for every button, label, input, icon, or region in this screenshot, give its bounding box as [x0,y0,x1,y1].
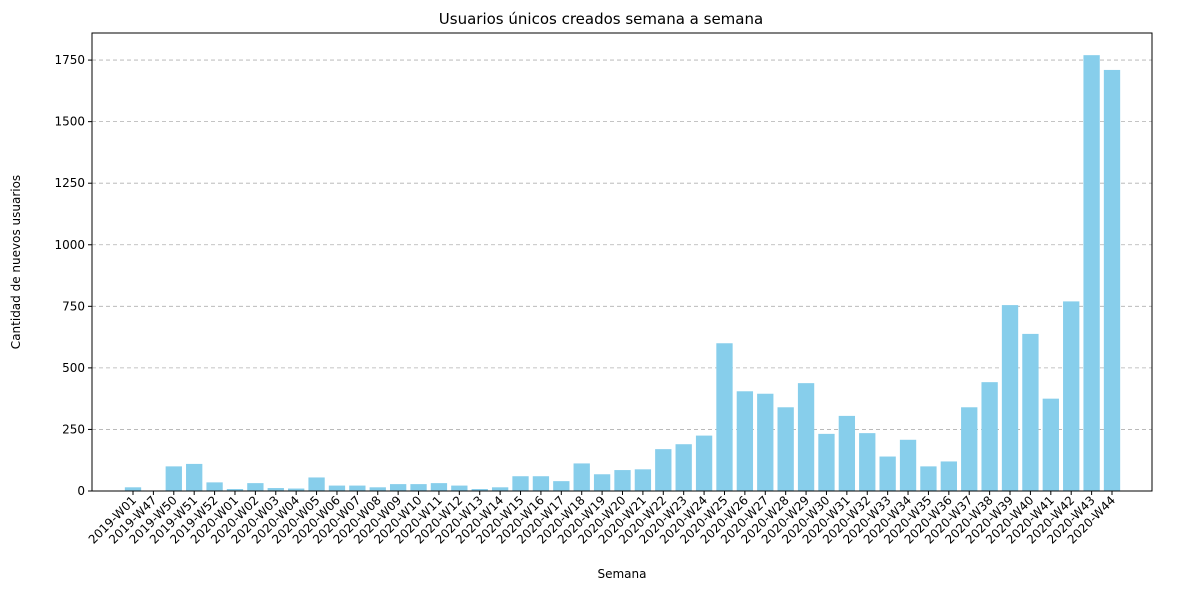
bar-2020-W20 [614,470,631,491]
bar-2020-W06 [328,485,346,491]
y-tick-label: 750 [62,299,85,313]
y-tick-label: 250 [62,422,85,436]
bar-2020-W25 [716,343,733,491]
bar-2020-W07 [349,485,366,491]
bar-2020-W27 [757,393,774,491]
x-axis-ticks: 2019-W012019-W472019-W502019-W512019-W52… [86,491,1118,547]
bar-2020-W37 [961,407,978,491]
bar-2020-W09 [389,484,407,491]
bar-2020-W30 [818,433,835,491]
bar-2020-W34 [899,439,917,491]
bar-2020-W28 [777,407,794,491]
bar-2020-W24 [695,435,713,491]
bar-2020-W17 [553,481,570,491]
bar-2020-W18 [573,463,590,491]
bar-2020-W15 [512,476,529,491]
bar-2020-W10 [410,484,427,491]
bar-2020-W29 [797,383,815,491]
bar-2020-W03 [267,488,284,491]
chart-title: Usuarios únicos creados semana a semana [439,10,763,28]
y-tick-label: 1500 [54,115,85,129]
bar-2020-W01 [226,489,244,491]
bar-2020-W32 [859,433,876,491]
y-tick-label: 500 [62,361,85,375]
y-tick-label: 1250 [54,176,85,190]
y-tick-label: 0 [77,484,85,498]
bar-2020-W02 [247,483,264,491]
bar-2020-W40 [1022,333,1039,491]
bar-2020-W42 [1063,301,1080,491]
bars [124,55,1121,492]
bar-2020-W35 [920,466,937,491]
bar-2019-W50 [165,466,182,491]
bar-2019-W51 [186,463,203,491]
bar-2020-W39 [1001,305,1019,491]
bar-2020-W22 [655,449,672,491]
bar-2020-W31 [838,415,856,491]
bar-2020-W36 [940,461,957,491]
bar-2019-W01 [124,487,142,491]
y-axis-ticks: 0 250 500 750 1000 1250 1500 1750 [54,53,92,498]
bar-2019-W52 [206,482,223,491]
bar-2020-W23 [675,444,692,491]
bar-2020-W21 [634,469,652,491]
bar-2020-W43 [1083,55,1100,492]
bar-2020-W41 [1042,398,1059,491]
gridlines [92,59,1152,430]
y-tick-label: 1750 [54,53,85,67]
x-axis-label: Semana [597,567,646,581]
bar-2020-W33 [879,456,896,491]
bar-2020-W19 [593,474,611,491]
bar-2020-W16 [532,476,550,491]
bar-2020-W05 [308,477,325,491]
bar-2020-W04 [288,488,305,491]
bar-2020-W38 [981,382,998,491]
bar-2020-W13 [471,489,488,491]
bar-2020-W26 [736,391,754,491]
bar-2020-W12 [451,485,468,491]
bar-2020-W14 [491,487,509,491]
y-axis-label: Cantidad de nuevos usuarios [9,175,23,349]
bar-2020-W11 [430,483,448,491]
bar-2020-W08 [369,487,386,491]
y-tick-label: 1000 [54,238,85,252]
bar-2020-W44 [1103,69,1121,491]
